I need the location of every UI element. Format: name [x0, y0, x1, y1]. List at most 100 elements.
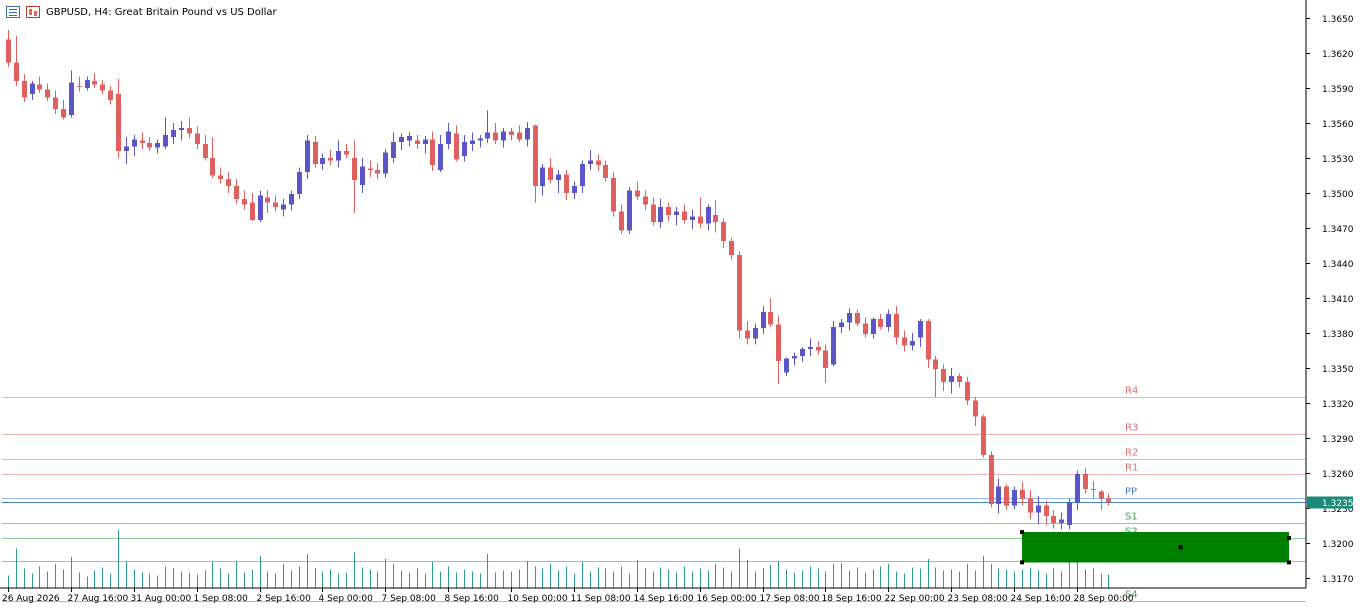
price-tick-label: 1.3470	[1322, 225, 1354, 235]
candle-body	[470, 140, 475, 145]
candle-body	[265, 197, 270, 203]
pivot-levels: R4R3R2R1PPS1S2S3S4	[2, 386, 1306, 602]
candle-body	[949, 375, 954, 382]
price-tick-label: 1.3650	[1322, 15, 1354, 25]
bull-candle	[132, 134, 137, 156]
bull-candle	[572, 181, 577, 199]
time-axis[interactable]: 26 Aug 2026 27 Aug 16:00 31 Aug 00:00 1 Sep…	[2, 588, 1134, 604]
bull-candle	[501, 127, 506, 148]
candle-body	[918, 321, 923, 338]
bear-candle	[611, 172, 616, 217]
bull-candle	[839, 318, 844, 333]
zone-handle[interactable]	[1178, 545, 1183, 550]
bear-candle	[816, 341, 821, 355]
candle-body	[564, 174, 569, 194]
price-tick-label: 1.3290	[1322, 435, 1354, 445]
bull-candle	[556, 169, 561, 194]
chart-type-icon[interactable]	[26, 6, 40, 18]
bull-candle	[407, 132, 412, 147]
bear-candle	[603, 160, 608, 182]
bear-candle	[548, 158, 553, 184]
bull-candle	[753, 323, 758, 345]
candle-body	[926, 321, 931, 360]
candle-body	[124, 146, 129, 152]
candle-body	[478, 138, 483, 141]
zone-handle[interactable]	[1287, 560, 1291, 565]
bull-candle	[462, 134, 467, 162]
candle-body	[713, 215, 718, 223]
bear-candle	[328, 149, 333, 166]
bull-candle	[85, 76, 90, 91]
bull-candle	[478, 134, 483, 148]
candle-body	[218, 175, 223, 180]
candle-body	[360, 166, 365, 185]
candle-body	[501, 131, 506, 141]
candle-body	[933, 359, 938, 369]
bear-candle	[698, 197, 703, 229]
candle-body	[1075, 473, 1080, 503]
bear-candle	[116, 78, 121, 159]
bear-candle	[1044, 500, 1049, 526]
bear-candle	[77, 76, 82, 92]
bull-candle	[438, 134, 443, 173]
candle-body	[525, 127, 530, 140]
candle-body	[1067, 502, 1072, 526]
candle-body	[226, 179, 231, 187]
bull-candle	[674, 207, 679, 226]
candle-body	[823, 350, 828, 368]
bear-candle	[1020, 481, 1025, 506]
bear-candle	[737, 251, 742, 339]
support-zone-rect[interactable]	[1022, 532, 1289, 563]
current-price-tag	[1307, 496, 1353, 509]
bull-candle	[423, 135, 428, 154]
candle-body	[965, 381, 970, 401]
bear-candle	[517, 125, 522, 142]
candle-body	[588, 160, 593, 164]
candle-body	[800, 349, 805, 357]
bear-candle	[415, 134, 420, 149]
candle-body	[493, 132, 498, 141]
bull-candle	[910, 332, 915, 351]
time-tick-label: 28 Sep 00:00	[1074, 594, 1134, 604]
candle-body	[643, 196, 648, 205]
candle-body	[336, 151, 341, 161]
candle-body	[1091, 488, 1096, 491]
candle-body	[540, 167, 545, 187]
bull-candle	[297, 167, 302, 199]
zone-handle[interactable]	[1020, 560, 1024, 565]
time-tick-label: 24 Sep 16:00	[1011, 594, 1071, 604]
candle-body	[1051, 515, 1056, 523]
bull-candle	[525, 121, 530, 147]
candle-body	[902, 337, 907, 346]
time-tick-label: 1 Sep 08:00	[194, 594, 249, 604]
candle-body	[313, 141, 318, 164]
bear-candle	[203, 134, 208, 161]
candle-body	[1020, 490, 1025, 499]
bull-candle	[847, 308, 852, 331]
candle-body	[77, 85, 82, 88]
bear-candle	[651, 197, 656, 226]
bull-candle	[281, 198, 286, 217]
pivot-label-s1: S1	[1125, 512, 1138, 523]
bear-candle	[242, 190, 247, 210]
candle-body	[297, 172, 302, 195]
candle-body	[352, 158, 357, 181]
bull-candle	[580, 160, 585, 194]
candle-body	[596, 160, 601, 166]
candle-body	[761, 311, 766, 329]
candle-body	[1036, 505, 1041, 513]
candle-body	[682, 211, 687, 220]
candle-body	[344, 151, 349, 155]
zone-handle[interactable]	[1287, 536, 1291, 541]
pivot-label-r2: R2	[1125, 448, 1138, 459]
symbol-menu-icon[interactable]	[6, 6, 20, 18]
candle-body	[485, 132, 490, 139]
bear-candle	[6, 29, 11, 68]
bear-candle	[776, 315, 781, 385]
support-zone[interactable]	[1020, 530, 1291, 565]
price-axis[interactable]: 1.3650 1.3620 1.3590 1.3560 1.3530 1.3500 1.34…	[0, 0, 1354, 589]
candle-body	[839, 322, 844, 328]
bull-candle	[179, 120, 184, 141]
zone-handle[interactable]	[1020, 530, 1024, 535]
